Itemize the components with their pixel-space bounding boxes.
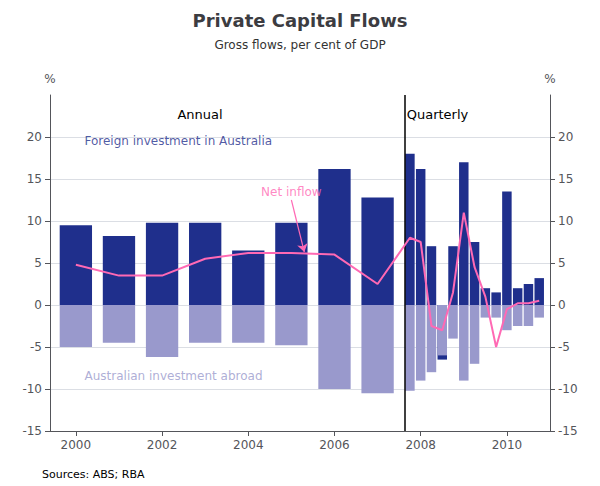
svg-text:0: 0 bbox=[34, 298, 42, 312]
svg-text:-15: -15 bbox=[22, 424, 42, 438]
svg-text:-10: -10 bbox=[22, 382, 42, 396]
svg-text:2006: 2006 bbox=[319, 438, 350, 452]
svg-text:2002: 2002 bbox=[147, 438, 178, 452]
svg-text:2004: 2004 bbox=[233, 438, 264, 452]
svg-text:2000: 2000 bbox=[61, 438, 92, 452]
svg-text:0: 0 bbox=[558, 298, 566, 312]
svg-text:Gross flows, per cent of GDP: Gross flows, per cent of GDP bbox=[214, 38, 385, 52]
svg-text:2008: 2008 bbox=[405, 438, 436, 452]
svg-text:Australian investment abroad: Australian investment abroad bbox=[84, 369, 262, 383]
svg-text:%: % bbox=[544, 72, 555, 86]
svg-text:Annual: Annual bbox=[177, 107, 222, 122]
svg-text:Private Capital Flows: Private Capital Flows bbox=[193, 10, 408, 31]
svg-text:5: 5 bbox=[558, 256, 566, 270]
svg-text:-10: -10 bbox=[558, 382, 578, 396]
svg-text:Foreign investment in Australi: Foreign investment in Australia bbox=[84, 134, 272, 148]
svg-text:5: 5 bbox=[34, 256, 42, 270]
svg-text:20: 20 bbox=[558, 130, 573, 144]
svg-text:-5: -5 bbox=[30, 340, 42, 354]
svg-text:15: 15 bbox=[27, 172, 42, 186]
svg-text:-15: -15 bbox=[558, 424, 578, 438]
svg-text:2010: 2010 bbox=[492, 438, 523, 452]
svg-text:10: 10 bbox=[27, 214, 42, 228]
svg-text:%: % bbox=[44, 72, 55, 86]
svg-text:20: 20 bbox=[27, 130, 42, 144]
svg-text:15: 15 bbox=[558, 172, 573, 186]
svg-text:Sources: ABS; RBA: Sources: ABS; RBA bbox=[42, 468, 145, 481]
svg-text:Quarterly: Quarterly bbox=[407, 107, 469, 122]
svg-text:10: 10 bbox=[558, 214, 573, 228]
svg-text:Net inflow: Net inflow bbox=[261, 185, 322, 199]
svg-text:-5: -5 bbox=[558, 340, 570, 354]
